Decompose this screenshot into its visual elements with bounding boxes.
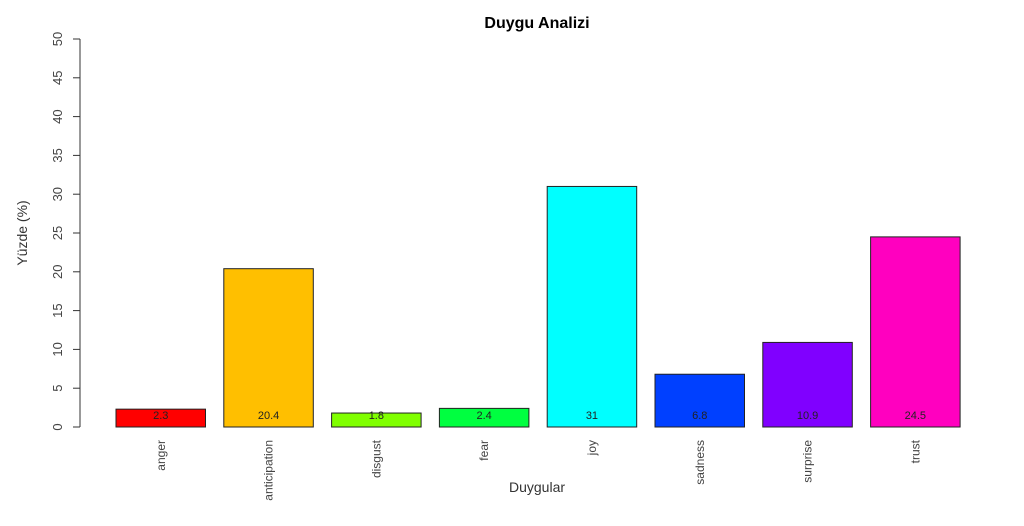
bar-joy: [546, 185, 638, 428]
bar-anger: [115, 408, 206, 428]
bar-disgust: [331, 412, 422, 428]
category-labels: anger anticipation disgust fear joy sadness su…: [154, 439, 923, 500]
x-axis-title: Duygular: [509, 479, 565, 495]
x-tick-label-anticipation: anticipation: [262, 440, 276, 501]
bar-value-label: 31: [586, 410, 598, 422]
bar-surprise: [762, 341, 853, 428]
x-tick-label-surprise: surprise: [801, 440, 815, 483]
bar-value-label: 2.3: [153, 410, 168, 422]
bar-value-label: 20.4: [258, 410, 279, 422]
bar-anticipation: [223, 268, 314, 428]
bar-value-label: 2.4: [477, 410, 492, 422]
x-tick-label-joy: joy: [585, 440, 599, 456]
bar-value-label: 24.5: [905, 410, 926, 422]
bar-value-label: 10.9: [797, 410, 818, 422]
y-tick-label: 35: [50, 148, 65, 162]
y-tick-label: 15: [50, 303, 65, 317]
x-tick-label-sadness: sadness: [693, 440, 707, 485]
y-tick-label: 20: [50, 265, 65, 279]
bar-value-label: 6.8: [692, 410, 707, 422]
x-tick-label-fear: fear: [477, 440, 491, 461]
y-tick-label: 40: [50, 109, 65, 123]
y-tick-label: 30: [50, 187, 65, 201]
bar-fear: [438, 407, 530, 428]
y-tick-label: 5: [50, 385, 65, 392]
bar-sadness: [654, 373, 745, 428]
bar-trust: [870, 236, 961, 428]
chart-title: Duygu Analizi: [484, 15, 589, 32]
y-tick-label: 25: [50, 226, 65, 240]
y-tick-label: 50: [50, 32, 65, 46]
bars: 2.3 20.4 1.8 2.4 31 6.8 10.9 24.5: [115, 185, 961, 428]
y-tick-label: 10: [50, 342, 65, 356]
x-tick-label-disgust: disgust: [369, 439, 383, 478]
bar-value-label: 1.8: [369, 410, 384, 422]
y-tick-label: 45: [50, 71, 65, 85]
y-tick-label: 0: [50, 423, 65, 430]
y-axis-title: Yüzde (%): [14, 200, 30, 265]
y-axis: 0 5 10 15 20 25 30 35 40 45 50: [50, 32, 81, 431]
x-tick-label-trust: trust: [908, 439, 922, 463]
x-tick-label-anger: anger: [154, 440, 168, 471]
